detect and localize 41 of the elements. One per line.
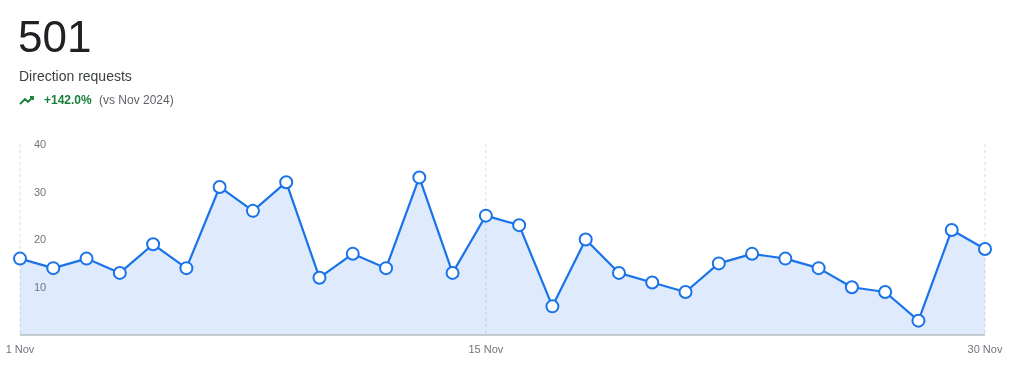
- point: [911, 313, 926, 328]
- point: [711, 256, 726, 271]
- point: [212, 179, 227, 194]
- text: (vs Nov 2024): [99, 93, 174, 107]
- point: [678, 285, 693, 300]
- point: [312, 270, 327, 285]
- x-tick-label: 1 Nov: [5, 343, 35, 355]
- point: [112, 265, 127, 280]
- chart-subtitle: Direction requests: [19, 68, 132, 84]
- point: [46, 261, 61, 276]
- point: [778, 251, 793, 266]
- point: [412, 170, 427, 185]
- point: [512, 218, 527, 233]
- point: [745, 246, 760, 261]
- point: [445, 265, 460, 280]
- y-tick-label: 10: [33, 281, 47, 294]
- point: [878, 285, 893, 300]
- y-tick-label: 30: [33, 185, 47, 198]
- point: [478, 208, 493, 223]
- point: [146, 237, 161, 252]
- point: [379, 261, 394, 276]
- x-tick-label: 15 Nov: [468, 343, 504, 355]
- point: [811, 261, 826, 276]
- point: [79, 251, 94, 266]
- y-tick-label: 20: [33, 233, 47, 246]
- chart-title: 501: [18, 12, 92, 61]
- point: [611, 265, 626, 280]
- point: [245, 203, 260, 218]
- point: [179, 261, 194, 276]
- point: [545, 299, 560, 314]
- point: [578, 232, 593, 247]
- text: +142.0%: [44, 93, 93, 107]
- point: [645, 275, 660, 290]
- point: [944, 222, 959, 237]
- point: [345, 246, 360, 261]
- point: [279, 175, 294, 190]
- point: [13, 251, 27, 266]
- y-tick-label: 40: [33, 137, 47, 150]
- x-tick-label: 30 Nov: [967, 343, 1003, 355]
- point: [844, 280, 859, 295]
- point: [978, 242, 992, 257]
